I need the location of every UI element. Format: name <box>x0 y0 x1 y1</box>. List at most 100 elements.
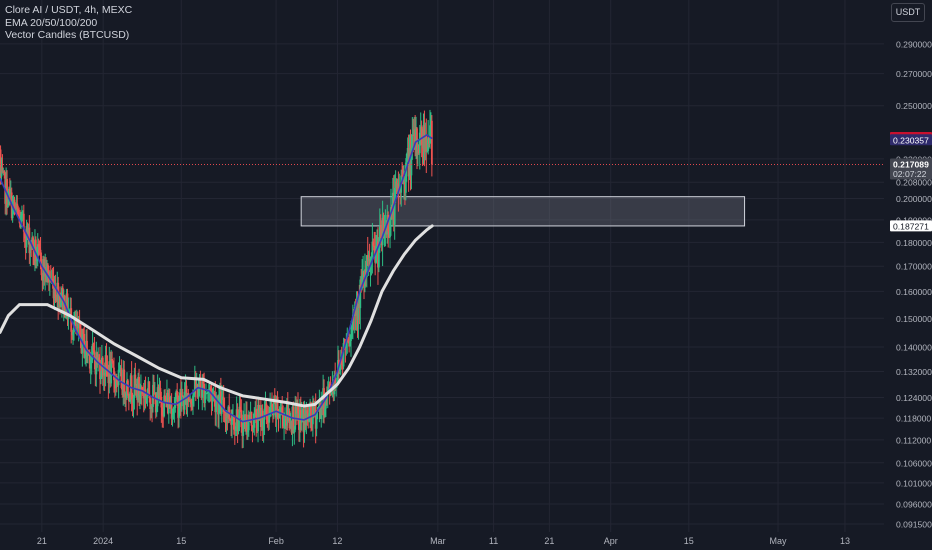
y-tick-label: 0.270000 <box>896 69 932 79</box>
legend-ema[interactable]: EMA 20/50/100/200 <box>5 16 98 29</box>
candle-body <box>309 402 311 414</box>
candle-body <box>103 372 106 376</box>
candle-body <box>237 418 240 432</box>
y-tick-label: 0.208000 <box>896 178 932 188</box>
candle-body <box>371 241 374 257</box>
candle-body <box>73 324 75 333</box>
candle-body <box>285 402 288 426</box>
candle-body <box>23 231 26 239</box>
candle-body <box>206 392 208 394</box>
candle-body <box>22 213 25 232</box>
candle-body <box>112 361 114 368</box>
candle-body <box>284 416 286 418</box>
candle-body <box>313 404 316 415</box>
supply-demand-zone[interactable] <box>300 196 746 227</box>
candle-body <box>104 355 107 376</box>
candle-body <box>3 170 6 173</box>
candle-body <box>137 376 140 401</box>
candle-body <box>182 396 185 410</box>
candle-body <box>114 376 117 389</box>
candle-body <box>378 226 381 248</box>
price-tag-last-label: 0.217089 <box>893 159 929 169</box>
candle-body <box>77 323 80 329</box>
candle-body <box>78 323 81 325</box>
candle-body <box>127 393 130 402</box>
candle-body <box>54 288 57 298</box>
candle-body <box>288 410 291 429</box>
candle-body <box>41 275 44 281</box>
candle-body <box>361 275 364 289</box>
candle-body <box>232 415 234 419</box>
time-axis[interactable]: 21 2024 15 Feb 12 Mar 11 21 Apr 15 May 13 <box>37 536 850 546</box>
candle-body <box>9 192 12 194</box>
candle-body <box>210 392 213 402</box>
candle-body <box>222 396 225 412</box>
zone-rectangle[interactable] <box>300 196 746 227</box>
candle-body <box>333 375 336 395</box>
candle-body <box>169 403 172 409</box>
candle-body <box>164 395 166 400</box>
candle-body <box>179 392 182 407</box>
candle-body <box>198 379 201 389</box>
candle-body <box>202 381 205 384</box>
candle-body <box>250 411 253 426</box>
candle-body <box>385 228 388 235</box>
candle-body <box>92 343 95 351</box>
candle-body <box>96 352 99 365</box>
candle-body <box>345 340 348 348</box>
candle-body <box>415 128 417 150</box>
candle-body <box>95 352 98 375</box>
y-tick-label: 0.200000 <box>896 194 932 204</box>
candle-body <box>417 144 419 150</box>
candle-body <box>351 314 354 330</box>
candle-body <box>340 358 343 365</box>
candle-body <box>52 279 55 299</box>
candle-body <box>238 406 241 419</box>
candle-body <box>113 367 115 381</box>
y-tick-label: 0.290000 <box>896 39 932 49</box>
candle-body <box>351 329 353 337</box>
candle-body <box>106 367 109 369</box>
candle-body <box>270 404 272 407</box>
candle-body <box>163 395 166 417</box>
candle-body <box>60 302 62 306</box>
ema-fast-line <box>0 134 433 423</box>
candle-body <box>365 255 368 278</box>
candle-body <box>155 406 158 413</box>
candle-body <box>277 413 280 419</box>
candle-body <box>320 405 323 420</box>
candle-body <box>93 350 96 360</box>
candle-body <box>410 148 413 176</box>
candle-body <box>272 406 274 416</box>
candle-body <box>312 401 315 415</box>
candle-body <box>404 182 406 193</box>
x-tick-label: 12 <box>332 536 342 546</box>
candle-body <box>251 425 254 430</box>
candle-body <box>397 183 400 193</box>
legend-vector-candles[interactable]: Vector Candles (BTCUSD) <box>5 29 130 41</box>
candle-body <box>315 411 318 429</box>
candle-body <box>350 336 352 342</box>
candle-body <box>428 136 430 144</box>
legend-symbol[interactable]: Clore AI / USDT, 4h, MEXC <box>5 4 133 16</box>
candle-body <box>144 389 147 401</box>
candle-body <box>349 341 351 347</box>
candle-body <box>263 408 266 420</box>
candle-body <box>140 387 143 392</box>
candle-body <box>91 343 94 355</box>
candle-body <box>261 410 264 431</box>
candle-body <box>141 391 144 395</box>
candle-body <box>192 395 194 405</box>
candle-body <box>330 392 333 395</box>
candle-body <box>319 403 322 420</box>
currency-button[interactable]: USDT <box>891 3 925 22</box>
candle-body <box>35 258 38 261</box>
y-tick-label: 0.250000 <box>896 101 932 111</box>
candle-body <box>142 394 145 399</box>
y-tick-label: 0.101000 <box>896 478 932 488</box>
candle-body <box>113 380 116 389</box>
candle-body <box>215 402 218 413</box>
ema-lines <box>0 134 434 423</box>
candle-body <box>209 387 212 393</box>
